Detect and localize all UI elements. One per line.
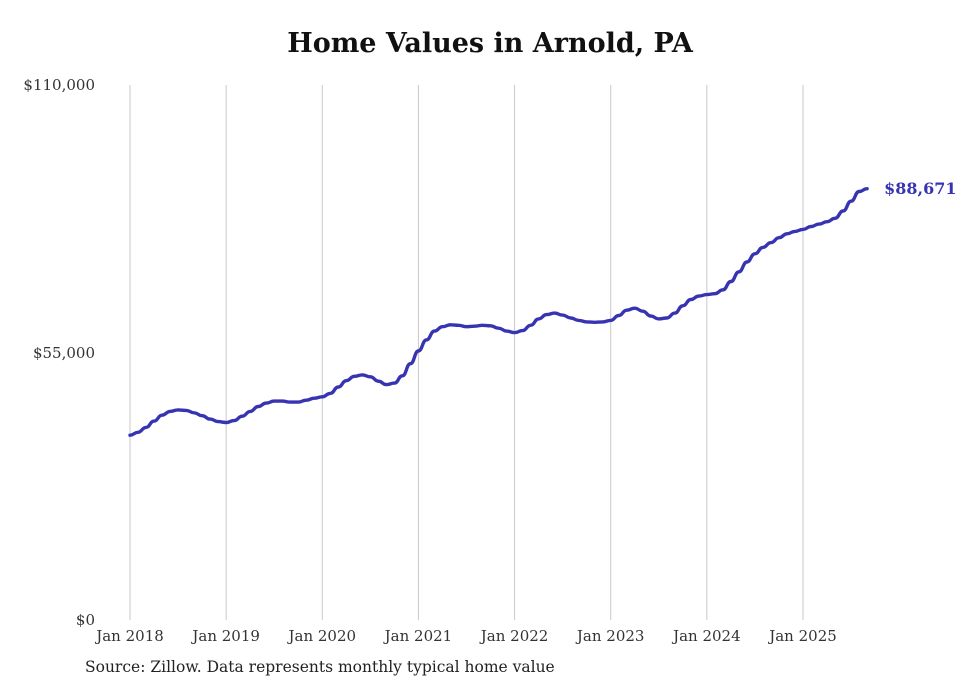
x-axis-tick-label: Jan 2019 bbox=[192, 627, 260, 645]
source-note: Source: Zillow. Data represents monthly … bbox=[85, 658, 555, 676]
home-value-line bbox=[128, 187, 869, 437]
x-axis-tick-label: Jan 2023 bbox=[576, 627, 645, 645]
x-axis: Jan 2018 Jan 2019 Jan 2020 Jan 2021 Jan 2022… bbox=[0, 627, 980, 651]
x-axis-tick-label: Jan 2021 bbox=[384, 627, 453, 645]
y-axis-tick-label: $0 bbox=[75, 611, 95, 629]
x-axis-tick-label: Jan 2022 bbox=[480, 627, 549, 645]
x-axis-tick-label: Jan 2024 bbox=[673, 627, 741, 645]
x-axis-tick-label: Jan 2020 bbox=[288, 627, 357, 645]
y-axis-tick-label: $110,000 bbox=[23, 76, 95, 94]
chart-title: Home Values in Arnold, PA bbox=[287, 28, 693, 59]
y-axis-tick-label: $55,000 bbox=[32, 344, 95, 362]
x-axis-tick-label: Jan 2018 bbox=[96, 627, 164, 645]
x-axis-tick-label: Jan 2025 bbox=[769, 627, 837, 645]
latest-value-label: $88,671 bbox=[884, 178, 957, 198]
